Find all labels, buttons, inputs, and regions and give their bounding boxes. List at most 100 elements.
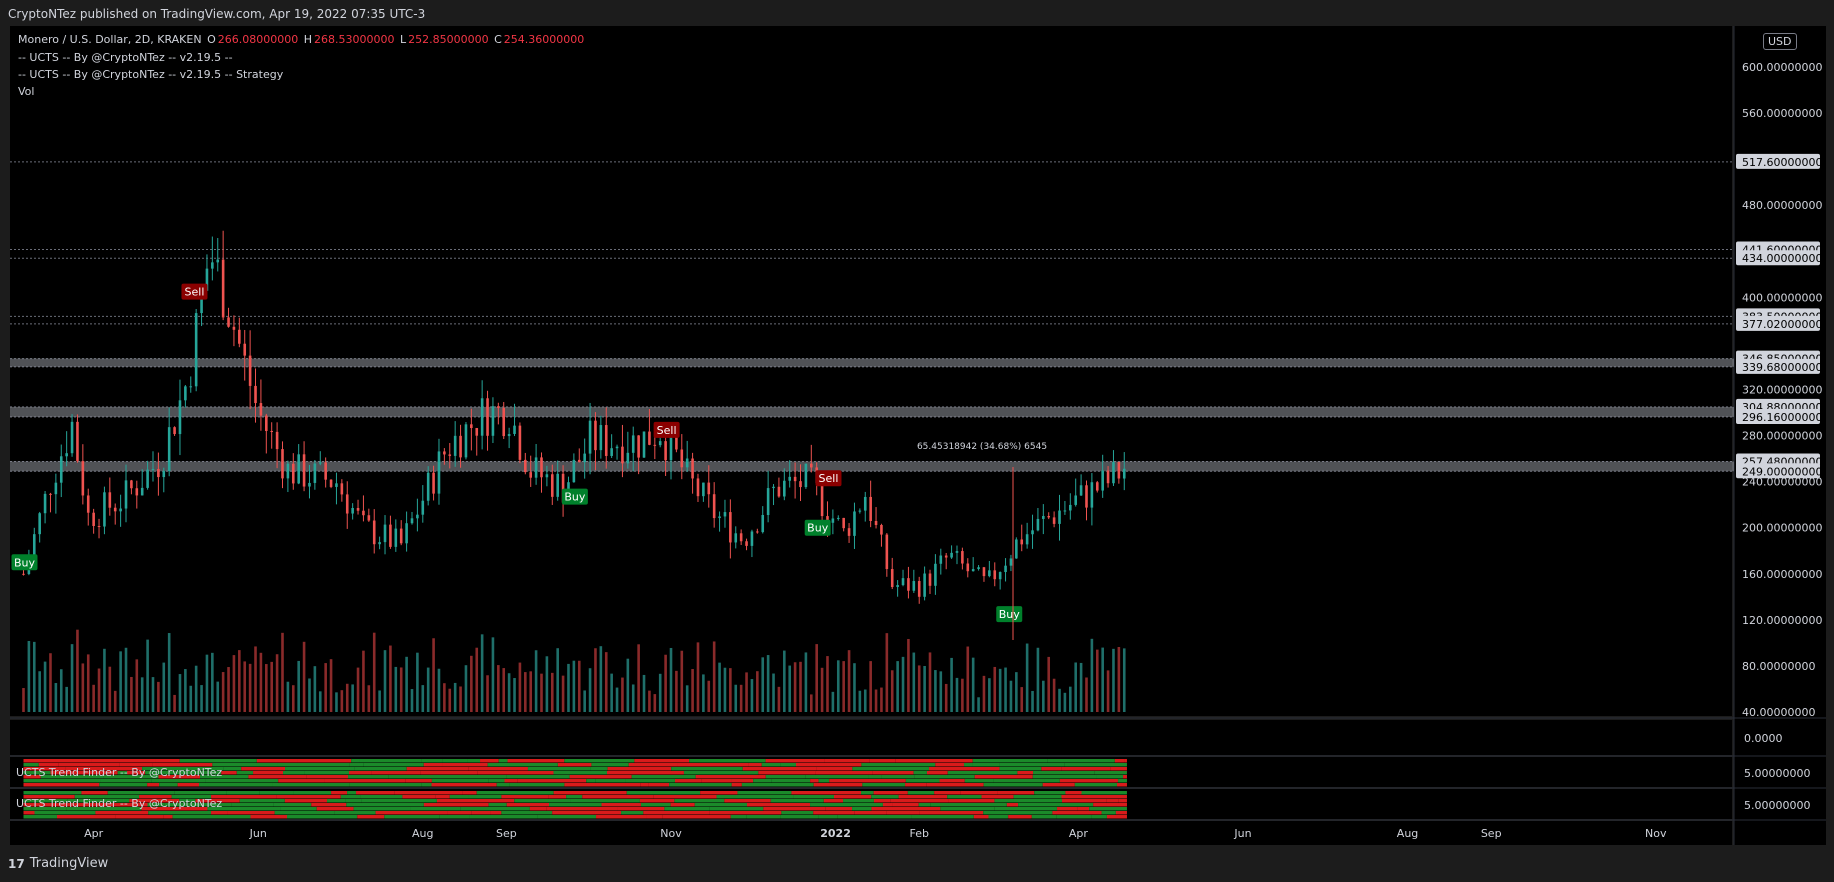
footer-brand[interactable]: 17 TradingView — [8, 856, 108, 871]
candle-body — [318, 462, 322, 464]
trend-stripe — [23, 791, 82, 795]
candle-body — [1079, 485, 1083, 496]
trend-stripe — [564, 759, 635, 763]
trend-stripe — [1107, 775, 1124, 779]
trend-stripe — [211, 795, 277, 799]
volume-bar — [432, 638, 435, 712]
volume-bar — [1015, 672, 1018, 712]
trend-stripe — [1047, 759, 1115, 763]
volume-bar — [912, 652, 916, 712]
volume-bar — [216, 681, 220, 712]
volume-bar — [901, 656, 905, 712]
indicator-legend-vol[interactable]: Vol — [18, 85, 35, 98]
volume-bar — [550, 672, 554, 712]
candle-body — [119, 508, 122, 512]
level-label-text: 296.16000000 — [1742, 411, 1822, 424]
candle-body — [76, 421, 79, 462]
trend-stripe — [23, 771, 51, 775]
trend-stripe — [517, 779, 587, 783]
high-value: 268.53000000 — [314, 33, 395, 46]
trend-stripe — [905, 779, 940, 783]
trend-stripe — [701, 779, 732, 783]
trend-stripe — [861, 791, 874, 795]
volume-bar — [140, 677, 144, 712]
candle-body — [265, 415, 268, 432]
volume-bar — [194, 665, 198, 712]
volume-bar — [43, 661, 47, 712]
level-label: 517.60000000 — [1736, 153, 1822, 169]
candle-body — [831, 518, 835, 523]
trend-stripe — [241, 767, 286, 771]
trend-stripe — [671, 767, 743, 771]
candle-body — [308, 482, 311, 487]
candle-body — [184, 386, 187, 401]
volume-bar — [1042, 680, 1045, 712]
trend-stripe — [963, 763, 973, 767]
candle-body — [124, 480, 128, 509]
candle-body — [426, 472, 430, 501]
candle-body — [345, 494, 349, 514]
trend-stripe — [250, 815, 288, 819]
trend-stripe — [890, 799, 949, 803]
volume-bar — [874, 689, 878, 712]
volume-bar — [518, 662, 522, 712]
trend-stripe — [23, 799, 68, 803]
indicator-legend-ucts-strategy[interactable]: -- UCTS -- By @CryptoNTez -- v2.19.5 -- … — [18, 68, 284, 81]
volume-bar — [1122, 648, 1126, 712]
trend-stripe — [371, 771, 421, 775]
candle-body — [1015, 539, 1018, 559]
y-tick-label: 480.00000000 — [1742, 199, 1822, 212]
trend-stripe — [23, 779, 101, 783]
x-tick-label: Sep — [496, 827, 517, 840]
trend-stripe — [498, 759, 508, 763]
y-tick-label: 40.00000000 — [1742, 706, 1815, 719]
trend-stripe — [1032, 775, 1097, 779]
signal-box — [653, 421, 680, 438]
indicator-legend-ucts[interactable]: -- UCTS -- By @CryptoNTez -- v2.19.5 -- — [18, 51, 233, 64]
trend-stripe — [142, 767, 152, 771]
low-value: 252.85000000 — [408, 33, 489, 46]
candle-body — [275, 431, 279, 450]
trend-stripe — [345, 799, 362, 803]
trend-stripe — [435, 795, 450, 799]
trend-stripe — [601, 803, 641, 807]
trend-stripe — [677, 763, 749, 767]
trend-stripe — [66, 807, 142, 811]
symbol-legend: Monero / U.S. Dollar, 2D, KRAKEN O 266.08… — [18, 33, 585, 46]
volume-bar — [545, 656, 549, 712]
volume-bar — [362, 650, 365, 712]
trend-stripe — [999, 767, 1042, 771]
candle-body — [81, 461, 85, 496]
volume-bar — [729, 668, 732, 712]
trend-stripe — [881, 775, 915, 779]
trend-stripe — [895, 759, 973, 763]
candle-body — [1101, 470, 1104, 491]
candle-body — [59, 456, 63, 483]
candle-body — [1074, 495, 1077, 505]
volume-bar — [1074, 662, 1077, 712]
trend-stripe — [23, 811, 35, 815]
volume-bar — [1063, 692, 1067, 712]
trend-stripe — [239, 799, 285, 803]
x-tick-label: Aug — [1397, 827, 1418, 840]
trend-stripe — [825, 807, 853, 811]
trend-stripe — [198, 783, 273, 787]
candle-body — [378, 542, 381, 545]
open-value: 266.08000000 — [217, 33, 299, 46]
volume-bar — [950, 657, 953, 712]
trend-stripe — [947, 795, 982, 799]
trend-stripe — [359, 759, 422, 763]
signal-buy: Buy — [804, 519, 831, 536]
volume-bar — [443, 683, 446, 712]
trend-stripe — [449, 795, 469, 799]
volume-bar — [291, 685, 295, 712]
trend-stripe — [631, 775, 696, 779]
currency-button[interactable]: USD — [1763, 33, 1797, 50]
volume-bar — [221, 672, 225, 712]
trend-stripe — [179, 799, 196, 803]
candle-body — [1085, 485, 1088, 508]
candle-body — [745, 541, 748, 546]
level-label-box — [1736, 315, 1820, 331]
candle-body — [950, 552, 953, 558]
